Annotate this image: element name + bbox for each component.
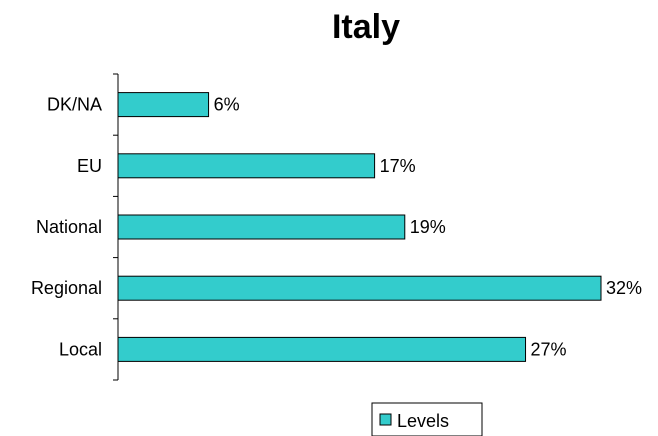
category-label: EU <box>77 156 102 176</box>
category-labels: DK/NA EU National Regional Local <box>31 95 102 360</box>
legend-swatch <box>379 413 392 426</box>
bar-eu <box>117 153 376 179</box>
data-label: 32% <box>606 278 642 298</box>
data-label: 17% <box>380 156 416 176</box>
data-label: 6% <box>214 95 240 115</box>
legend-label: Levels <box>397 411 449 431</box>
y-axis-ticks <box>113 73 118 381</box>
bar-series <box>117 92 602 362</box>
bar-dk-na <box>117 92 210 118</box>
category-label: DK/NA <box>47 95 102 115</box>
category-label: Regional <box>31 278 102 298</box>
data-label: 19% <box>410 217 446 237</box>
data-label: 27% <box>531 339 567 359</box>
category-label: National <box>36 217 102 237</box>
bar-regional <box>117 275 602 301</box>
chart-title: Italy <box>332 8 400 46</box>
legend: Levels <box>371 402 483 436</box>
bar-local <box>117 336 527 362</box>
data-labels: 6% 17% 19% 32% 27% <box>214 95 642 360</box>
category-label: Local <box>59 339 102 359</box>
bar-national <box>117 214 406 240</box>
